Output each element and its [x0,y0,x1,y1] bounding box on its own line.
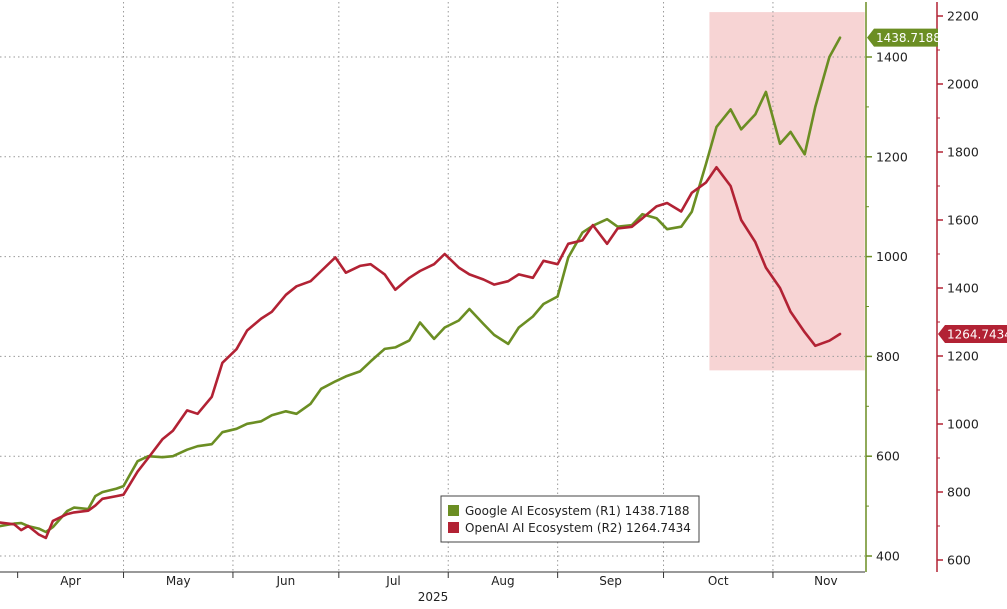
x-tick-label: Sep [599,574,622,588]
r2-tick-label: 2200 [947,9,979,24]
r2-tick-label: 2000 [947,77,979,92]
series-line-openai [0,166,842,540]
r2-tick-label: 800 [947,485,971,500]
r2-tick-label: 1400 [947,281,979,296]
x-tick-label: Aug [491,574,514,588]
r1-tick-label: 1000 [876,249,908,264]
x-tick-label: Jun [276,574,296,588]
r1-tick-label: 400 [876,549,900,564]
last-value-label-openai: 1264.7434 [947,327,1007,341]
legend-label: OpenAI AI Ecosystem (R2) 1264.7434 [465,521,691,535]
x-tick-label: Jul [385,574,400,588]
legend-box [440,495,700,543]
last-value-tag-google [867,28,938,47]
r2-tick-label: 1600 [947,213,979,228]
x-tick-label: May [166,574,191,588]
r2-tick-label: 1200 [947,349,979,364]
r2-tick-label: 1000 [947,417,979,432]
x-tick-label: Oct [708,574,729,588]
x-tick-label: Nov [814,574,837,588]
r2-tick-label: 600 [947,553,971,568]
x-tick-label: Apr [60,574,81,588]
series-line-google [0,36,842,534]
x-axis-year-label: 2025 [418,590,449,604]
legend-swatch [448,522,459,533]
r1-tick-label: 1400 [876,50,908,65]
r2-tick-label: 1800 [947,145,979,160]
last-value-label-google: 1438.7188 [876,31,941,45]
r1-tick-label: 1200 [876,149,908,164]
r1-tick-label: 600 [876,449,900,464]
highlight-region [709,12,865,371]
legend-label: Google AI Ecosystem (R1) 1438.7188 [465,504,689,518]
last-value-tag-openai [938,324,1007,343]
legend-swatch [448,505,459,516]
r1-tick-label: 800 [876,349,900,364]
